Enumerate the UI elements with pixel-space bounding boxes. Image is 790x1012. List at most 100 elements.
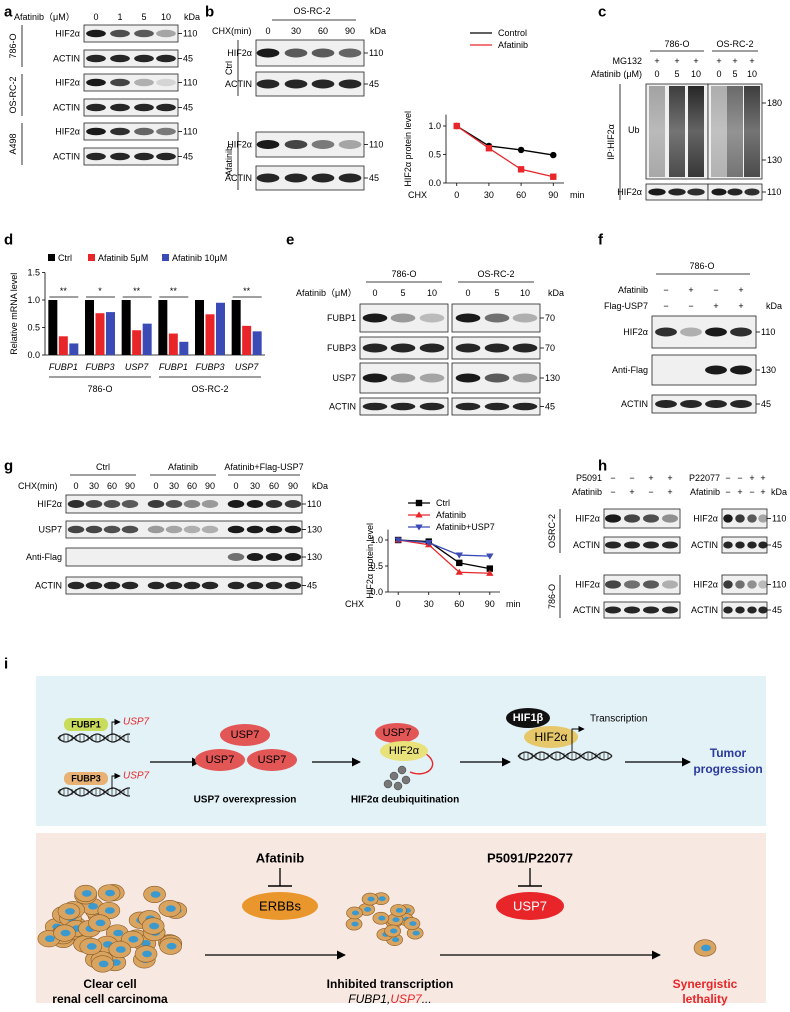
- y-tick-label: 1.0: [27, 295, 40, 305]
- band: [311, 79, 335, 89]
- marker-label: 110: [369, 140, 383, 150]
- bar: [252, 331, 262, 355]
- nucleus: [81, 890, 92, 897]
- band: [147, 581, 165, 590]
- marker-label: 130: [307, 525, 322, 535]
- sign: −: [749, 487, 754, 497]
- row-label: HIF2α: [575, 514, 600, 524]
- band: [711, 188, 727, 196]
- sign: +: [674, 56, 679, 66]
- band: [284, 581, 302, 590]
- bar: [142, 323, 152, 355]
- stage-label: Inhibited transcription: [327, 977, 454, 991]
- row-label: ACTIN: [329, 402, 356, 412]
- lane-label: 0: [233, 481, 238, 491]
- marker-label: 110: [183, 78, 197, 88]
- y-tick-label: 1.5: [27, 268, 40, 278]
- row-label: Anti-Flag: [26, 552, 62, 562]
- significance: **: [170, 286, 178, 296]
- band: [730, 365, 752, 375]
- point: [453, 122, 460, 130]
- lane-label: 0: [372, 288, 377, 298]
- band: [727, 188, 743, 196]
- band: [156, 54, 176, 63]
- lane-label: 10: [161, 12, 171, 22]
- ubiquitin: [401, 775, 411, 785]
- point: [486, 553, 494, 560]
- band: [110, 78, 130, 87]
- band: [121, 581, 139, 590]
- row-label: USP7: [38, 525, 62, 535]
- lane-label: 30: [169, 481, 179, 491]
- point: [486, 569, 494, 576]
- band: [455, 402, 481, 411]
- band: [419, 373, 445, 383]
- significance: *: [98, 286, 102, 296]
- band: [484, 313, 510, 323]
- band: [662, 541, 678, 549]
- lane-label: 30: [291, 26, 301, 36]
- row-label: HIF2α: [37, 499, 62, 509]
- marker-label: 45: [183, 54, 193, 64]
- lane-label: 0: [73, 481, 78, 491]
- protein: [195, 749, 245, 771]
- row-label: ACTIN: [53, 103, 80, 113]
- nucleus: [150, 891, 161, 898]
- band: [655, 400, 677, 408]
- sign: +: [654, 56, 659, 66]
- marker-label: 110: [772, 514, 786, 524]
- marker-label: 110: [307, 499, 321, 509]
- band: [747, 580, 757, 589]
- bar: [195, 300, 204, 355]
- treatment-label: Afatinib (μM): [591, 69, 642, 79]
- band: [747, 541, 757, 549]
- cell-line: 786-O: [664, 39, 689, 49]
- sign: +: [667, 473, 672, 483]
- row-label: HIF2α: [55, 127, 80, 137]
- row-label: USP7: [332, 373, 356, 383]
- group-label: OS-RC-2: [191, 384, 228, 394]
- x-tick-label: 90: [485, 599, 495, 609]
- y-tick-label: 0.0: [370, 587, 383, 597]
- panel-label: a: [4, 4, 13, 21]
- protein-label: ERBBs: [259, 899, 301, 914]
- sign: +: [716, 56, 721, 66]
- legend-label: Ctrl: [58, 253, 72, 263]
- band: [624, 541, 640, 549]
- band: [680, 400, 702, 408]
- marker-label: 45: [545, 402, 555, 412]
- band: [648, 188, 666, 196]
- marker-label: 45: [307, 581, 317, 591]
- target-gene: USP7: [123, 771, 150, 782]
- marker-label: 110: [183, 29, 197, 39]
- drug: P5091/P22077: [487, 851, 573, 866]
- dna: [57, 733, 131, 743]
- significance: **: [60, 286, 68, 296]
- smear: [688, 86, 704, 177]
- band: [744, 188, 760, 196]
- legend-swatch: [88, 254, 95, 261]
- band: [362, 313, 388, 323]
- sign: +: [738, 301, 743, 311]
- band: [605, 514, 621, 523]
- band: [85, 525, 103, 534]
- band: [735, 514, 745, 523]
- lane-label: 5: [494, 288, 499, 298]
- point: [455, 552, 463, 559]
- promoter-arrow: [571, 725, 585, 751]
- band: [183, 500, 201, 508]
- lane-label: 0: [265, 26, 270, 36]
- sign: −: [688, 301, 693, 311]
- group-label: Ctrl: [224, 61, 234, 75]
- gene-name: ...: [422, 992, 432, 1006]
- dna: [57, 787, 131, 797]
- smear: [727, 86, 743, 177]
- band: [284, 173, 308, 183]
- nucleus: [65, 908, 75, 915]
- protein: [380, 741, 428, 761]
- series-line: [456, 125, 554, 178]
- legend-label: Afatinib+USP7: [436, 522, 495, 532]
- sign: +: [738, 285, 743, 295]
- x-tick-label: 60: [516, 190, 526, 200]
- band: [183, 581, 201, 590]
